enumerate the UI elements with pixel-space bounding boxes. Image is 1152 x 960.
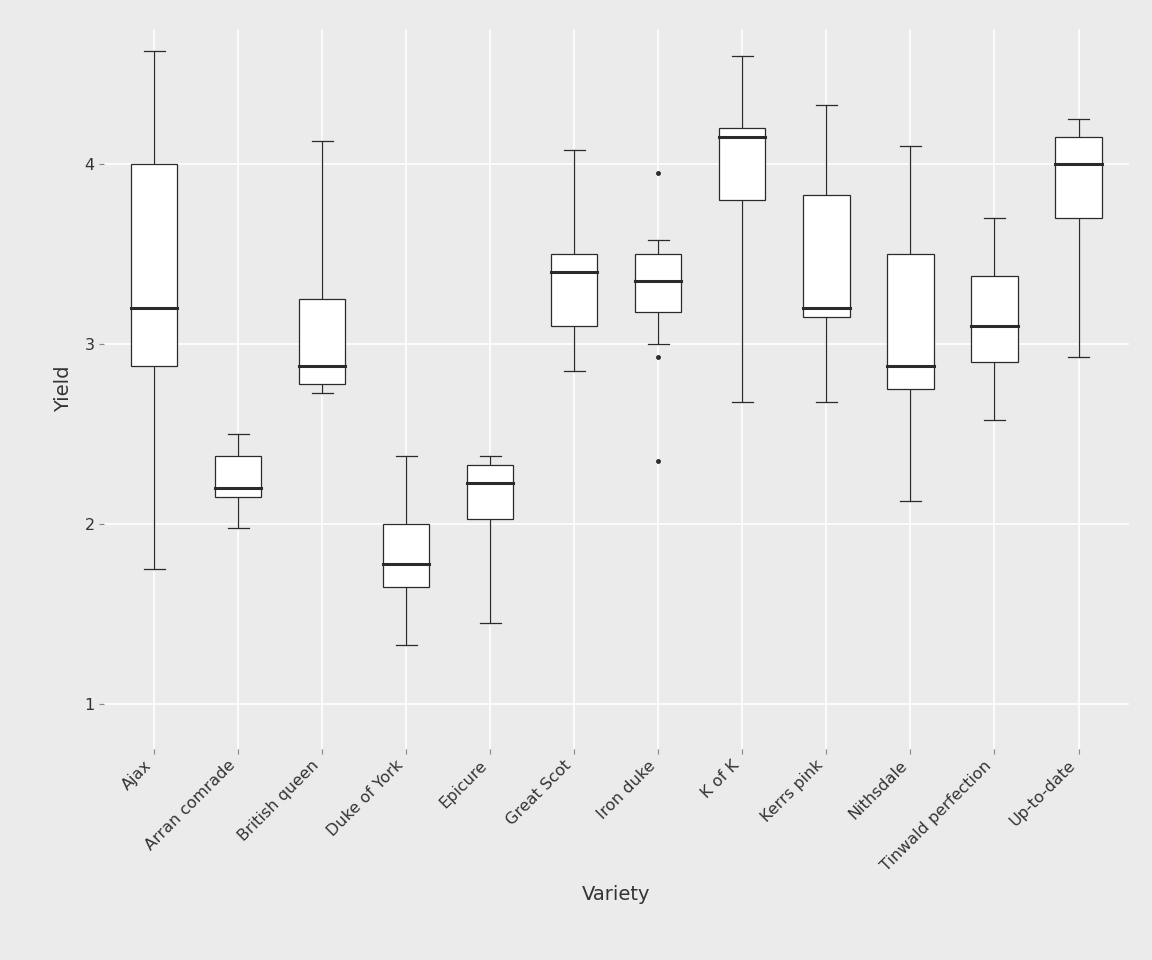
Bar — [971, 276, 1017, 362]
Bar — [300, 299, 346, 384]
Bar — [384, 524, 430, 587]
Bar — [468, 466, 514, 519]
Bar — [803, 195, 849, 317]
Bar — [551, 253, 598, 325]
Bar — [1055, 136, 1101, 218]
X-axis label: Variety: Variety — [582, 885, 651, 903]
Bar — [635, 253, 682, 312]
Y-axis label: Yield: Yield — [54, 366, 74, 412]
Bar — [215, 456, 262, 497]
Bar — [719, 128, 765, 200]
Bar — [131, 164, 177, 367]
Bar — [887, 253, 933, 389]
